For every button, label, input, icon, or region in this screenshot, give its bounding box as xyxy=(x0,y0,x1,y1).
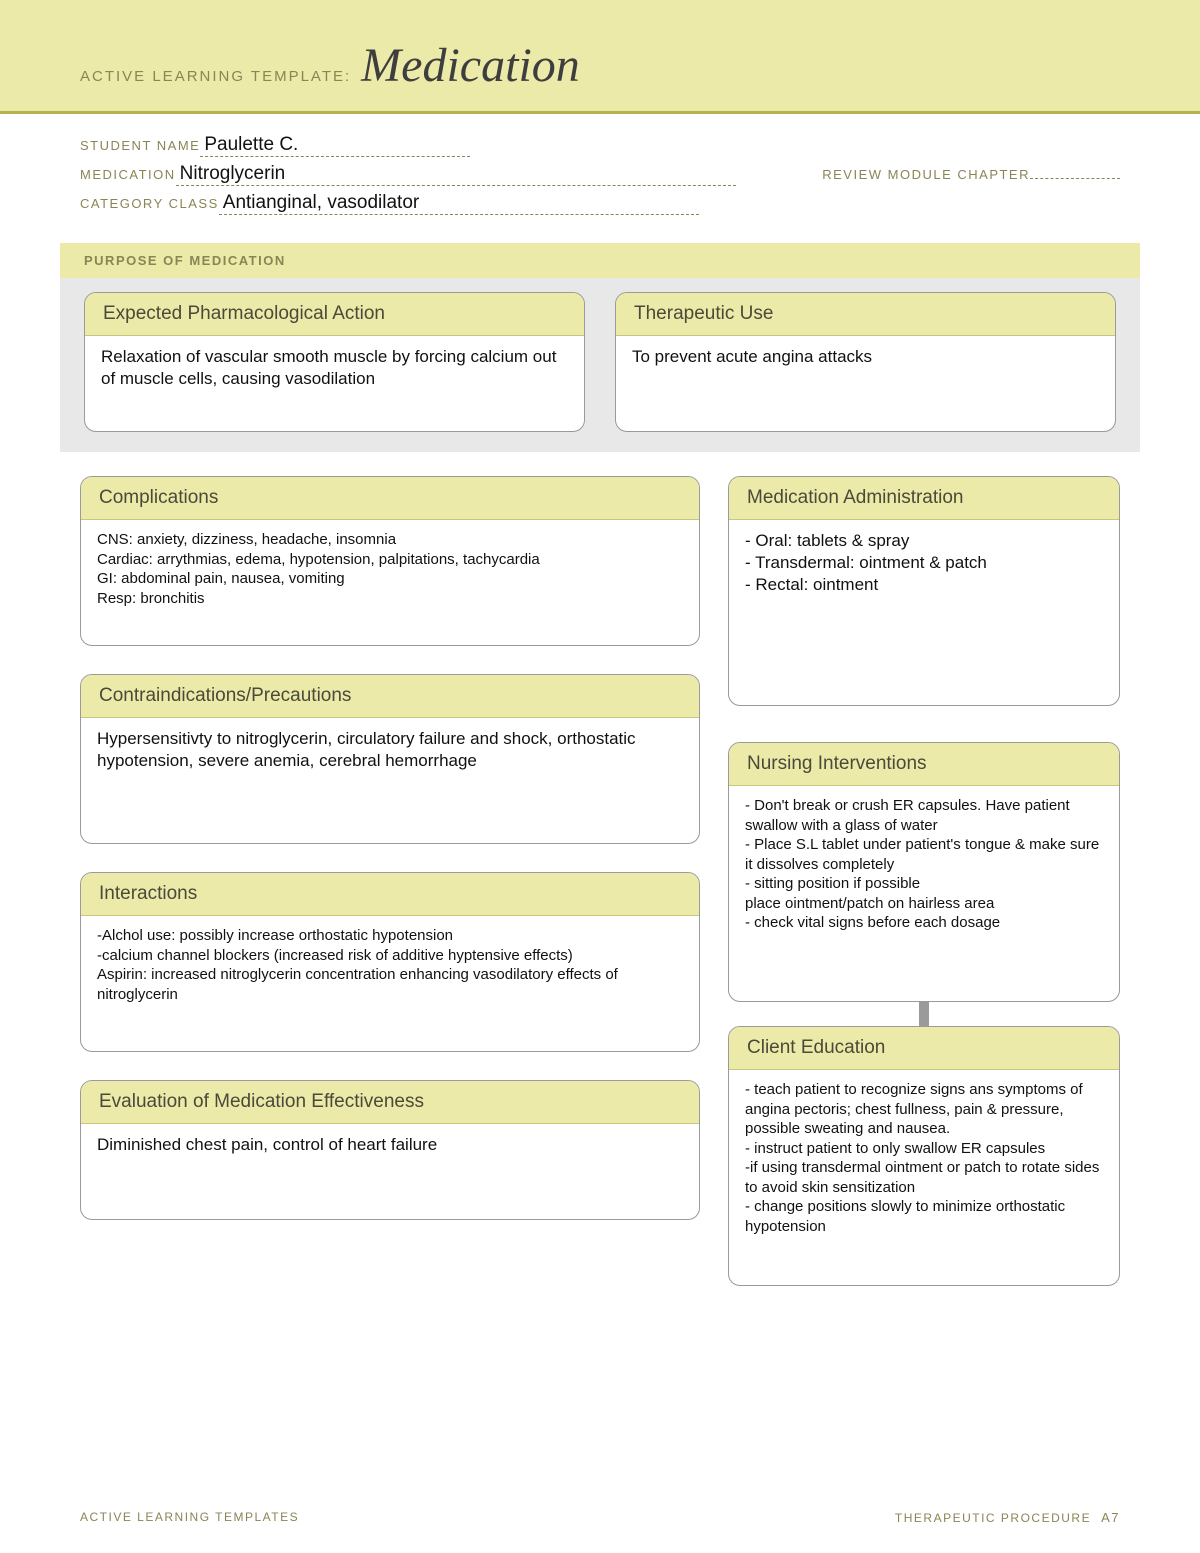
category-field: CATEGORY CLASS Antianginal, vasodilator xyxy=(80,192,699,215)
nursing-box: Nursing Interventions - Don't break or c… xyxy=(728,742,1120,1002)
complications-box: Complications CNS: anxiety, dizziness, h… xyxy=(80,476,700,646)
review-field: REVIEW MODULE CHAPTER xyxy=(822,167,1120,182)
evaluation-title: Evaluation of Medication Effectiveness xyxy=(81,1081,699,1124)
complications-title: Complications xyxy=(81,477,699,520)
header-band: ACTIVE LEARNING TEMPLATE: Medication xyxy=(0,0,1200,114)
meta-block: STUDENT NAME Paulette C. MEDICATION Nitr… xyxy=(0,114,1200,233)
med-admin-body: - Oral: tablets & spray - Transdermal: o… xyxy=(729,520,1119,705)
med-admin-box: Medication Administration - Oral: tablet… xyxy=(728,476,1120,706)
interactions-title: Interactions xyxy=(81,873,699,916)
purpose-section-label: PURPOSE OF MEDICATION xyxy=(60,243,1140,278)
footer: ACTIVE LEARNING TEMPLATES THERAPEUTIC PR… xyxy=(80,1510,1120,1525)
therapeutic-use-title: Therapeutic Use xyxy=(616,293,1115,336)
page-root: ACTIVE LEARNING TEMPLATE: Medication STU… xyxy=(0,0,1200,1553)
therapeutic-use-box: Therapeutic Use To prevent acute angina … xyxy=(615,292,1116,432)
evaluation-box: Evaluation of Medication Effectiveness D… xyxy=(80,1080,700,1220)
category-label: CATEGORY CLASS xyxy=(80,196,219,211)
review-label: REVIEW MODULE CHAPTER xyxy=(822,167,1030,182)
category-value: Antianginal, vasodilator xyxy=(219,192,699,215)
expected-action-body: Relaxation of vascular smooth muscle by … xyxy=(85,336,584,431)
evaluation-body: Diminished chest pain, control of heart … xyxy=(81,1124,699,1219)
client-education-box: Client Education - teach patient to reco… xyxy=(728,1026,1120,1286)
therapeutic-use-body: To prevent acute angina attacks xyxy=(616,336,1115,431)
expected-action-box: Expected Pharmacological Action Relaxati… xyxy=(84,292,585,432)
footer-page: A7 xyxy=(1101,1510,1120,1525)
footer-right-label: THERAPEUTIC PROCEDURE xyxy=(895,1511,1091,1525)
purpose-section: PURPOSE OF MEDICATION Expected Pharmacol… xyxy=(60,243,1140,452)
medication-label: MEDICATION xyxy=(80,167,176,182)
right-column: Medication Administration - Oral: tablet… xyxy=(728,476,1120,1286)
interactions-box: Interactions -Alchol use: possibly incre… xyxy=(80,872,700,1052)
columns: Complications CNS: anxiety, dizziness, h… xyxy=(80,476,1120,1286)
connector-line xyxy=(919,1002,929,1026)
interactions-body: -Alchol use: possibly increase orthostat… xyxy=(81,916,699,1051)
contraindications-body: Hypersensitivty to nitroglycerin, circul… xyxy=(81,718,699,843)
nursing-title: Nursing Interventions xyxy=(729,743,1119,786)
header-title: Medication xyxy=(361,38,580,93)
contraindications-title: Contraindications/Precautions xyxy=(81,675,699,718)
footer-left: ACTIVE LEARNING TEMPLATES xyxy=(80,1510,299,1525)
client-education-title: Client Education xyxy=(729,1027,1119,1070)
expected-action-title: Expected Pharmacological Action xyxy=(85,293,584,336)
medication-field: MEDICATION Nitroglycerin xyxy=(80,163,736,186)
complications-body: CNS: anxiety, dizziness, headache, insom… xyxy=(81,520,699,645)
student-name-value: Paulette C. xyxy=(200,134,470,157)
review-value xyxy=(1030,178,1120,179)
contraindications-box: Contraindications/Precautions Hypersensi… xyxy=(80,674,700,844)
medication-value: Nitroglycerin xyxy=(176,163,736,186)
student-name-label: STUDENT NAME xyxy=(80,138,200,153)
student-name-field: STUDENT NAME Paulette C. xyxy=(80,134,470,157)
nursing-body: - Don't break or crush ER capsules. Have… xyxy=(729,786,1119,1001)
left-column: Complications CNS: anxiety, dizziness, h… xyxy=(80,476,700,1286)
med-admin-title: Medication Administration xyxy=(729,477,1119,520)
footer-right: THERAPEUTIC PROCEDURE A7 xyxy=(895,1510,1120,1525)
header-prefix: ACTIVE LEARNING TEMPLATE: xyxy=(80,68,351,85)
client-education-body: - teach patient to recognize signs ans s… xyxy=(729,1070,1119,1285)
